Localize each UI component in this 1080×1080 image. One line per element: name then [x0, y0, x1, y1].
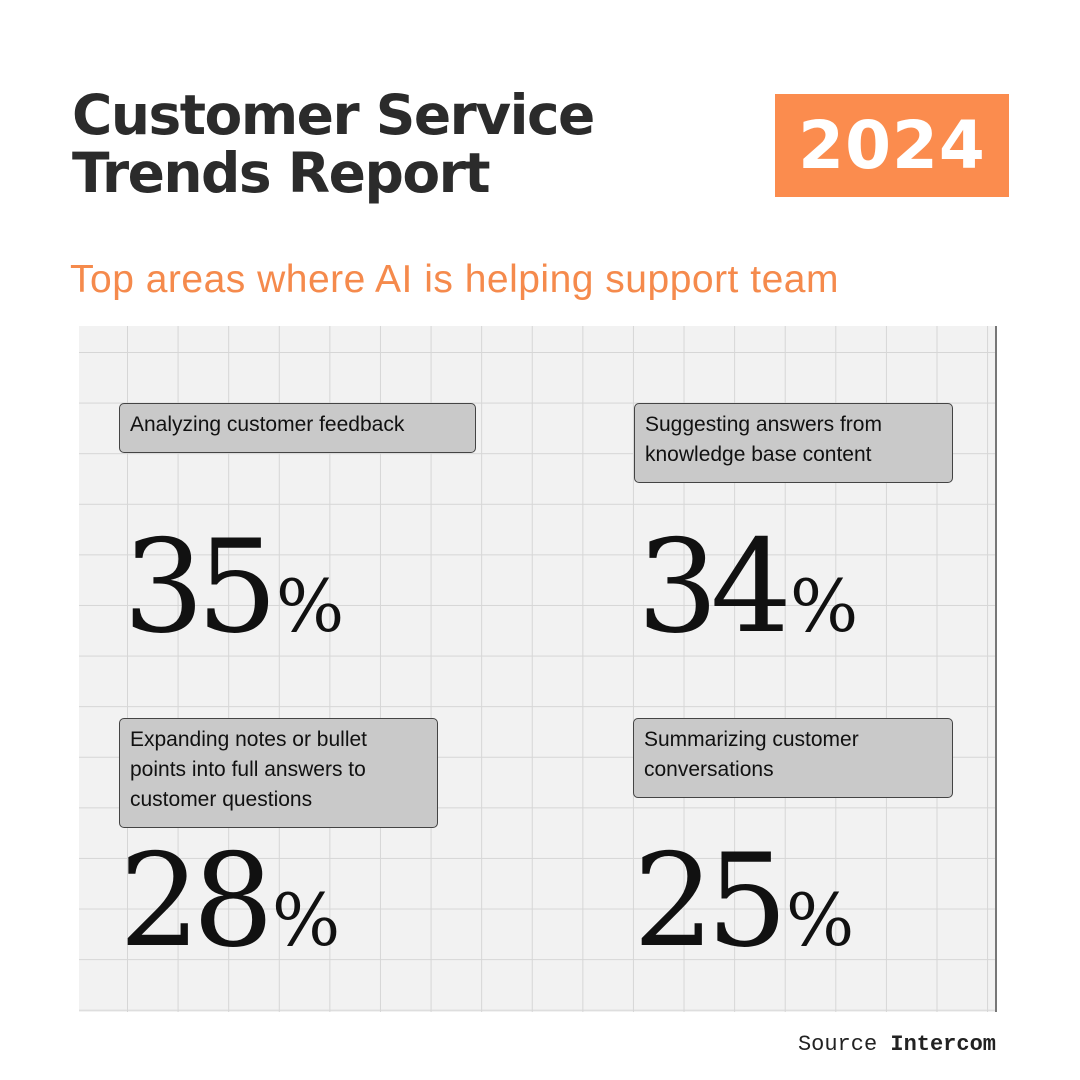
title-line-2: Trends Report	[72, 141, 491, 205]
title-line-1: Customer Service	[72, 83, 595, 147]
source-credit: Source Intercom	[798, 1032, 996, 1057]
stat-label-1: Analyzing customer feedback	[119, 403, 476, 453]
stat-value-1: 35%	[123, 524, 344, 652]
stat-value-3: 28%	[119, 838, 340, 966]
percent-sign: %	[785, 878, 855, 962]
year-badge: 2024	[775, 94, 1009, 197]
stat-number: 35	[123, 513, 278, 662]
stat-label-2: Suggesting answers from knowledge base c…	[634, 403, 953, 483]
stat-value-2: 34%	[637, 524, 858, 652]
subtitle: Top areas where AI is helping support te…	[70, 258, 839, 301]
stat-number: 34	[637, 513, 792, 662]
percent-sign: %	[275, 564, 345, 648]
stat-label-3: Expanding notes or bullet points into fu…	[119, 718, 438, 828]
stat-number: 25	[633, 827, 788, 976]
source-prefix: Source	[797, 1032, 878, 1057]
source-name: Intercom	[890, 1032, 996, 1057]
percent-sign: %	[271, 878, 341, 962]
stat-value-4: 25%	[633, 838, 854, 966]
grid-panel: Analyzing customer feedback 35% Suggesti…	[79, 326, 997, 1012]
report-title: Customer Service Trends Report	[72, 83, 595, 205]
stat-number: 28	[119, 827, 274, 976]
percent-sign: %	[789, 564, 859, 648]
stat-label-4: Summarizing customer conversations	[633, 718, 953, 798]
